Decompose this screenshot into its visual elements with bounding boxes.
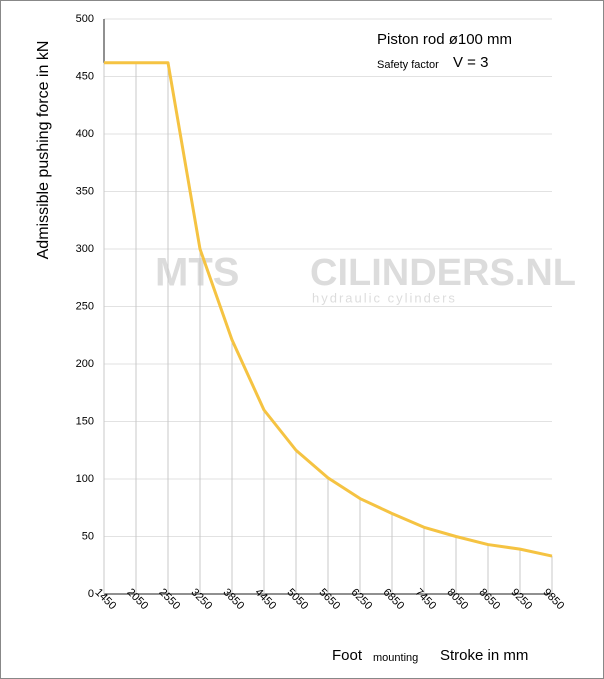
annotation: Piston rod ø100 mm	[377, 31, 512, 48]
y-tick-label: 300	[76, 243, 94, 255]
y-tick-label: 400	[76, 128, 94, 140]
y-tick-label: 50	[82, 530, 94, 542]
watermark: MTS CILINDERS.NL hydraulic cylinders	[155, 251, 576, 306]
watermark-brand: MTS	[155, 251, 239, 295]
x-axis-label: Stroke in mm	[440, 647, 528, 664]
y-tick-label: 450	[76, 70, 94, 82]
annotation: mounting	[373, 652, 418, 664]
y-tick-label: 200	[76, 358, 94, 370]
line	[104, 61, 553, 558]
watermark-site: CILINDERS.NL	[310, 252, 576, 294]
y-tick-label: 350	[76, 185, 94, 197]
watermark-tagline: hydraulic cylinders	[312, 290, 457, 305]
y-tick-label: 150	[76, 415, 94, 427]
y-tick-label: 500	[76, 13, 94, 25]
annotation: Safety factor	[377, 59, 439, 71]
annotation: V = 3	[453, 54, 488, 71]
y-tick-label: 0	[88, 588, 94, 600]
y-axis-label: Admissible pushing force in kN	[35, 41, 52, 260]
y-tick-label: 250	[76, 300, 94, 312]
annotation: Foot	[332, 647, 363, 664]
y-tick-label: 100	[76, 473, 94, 485]
